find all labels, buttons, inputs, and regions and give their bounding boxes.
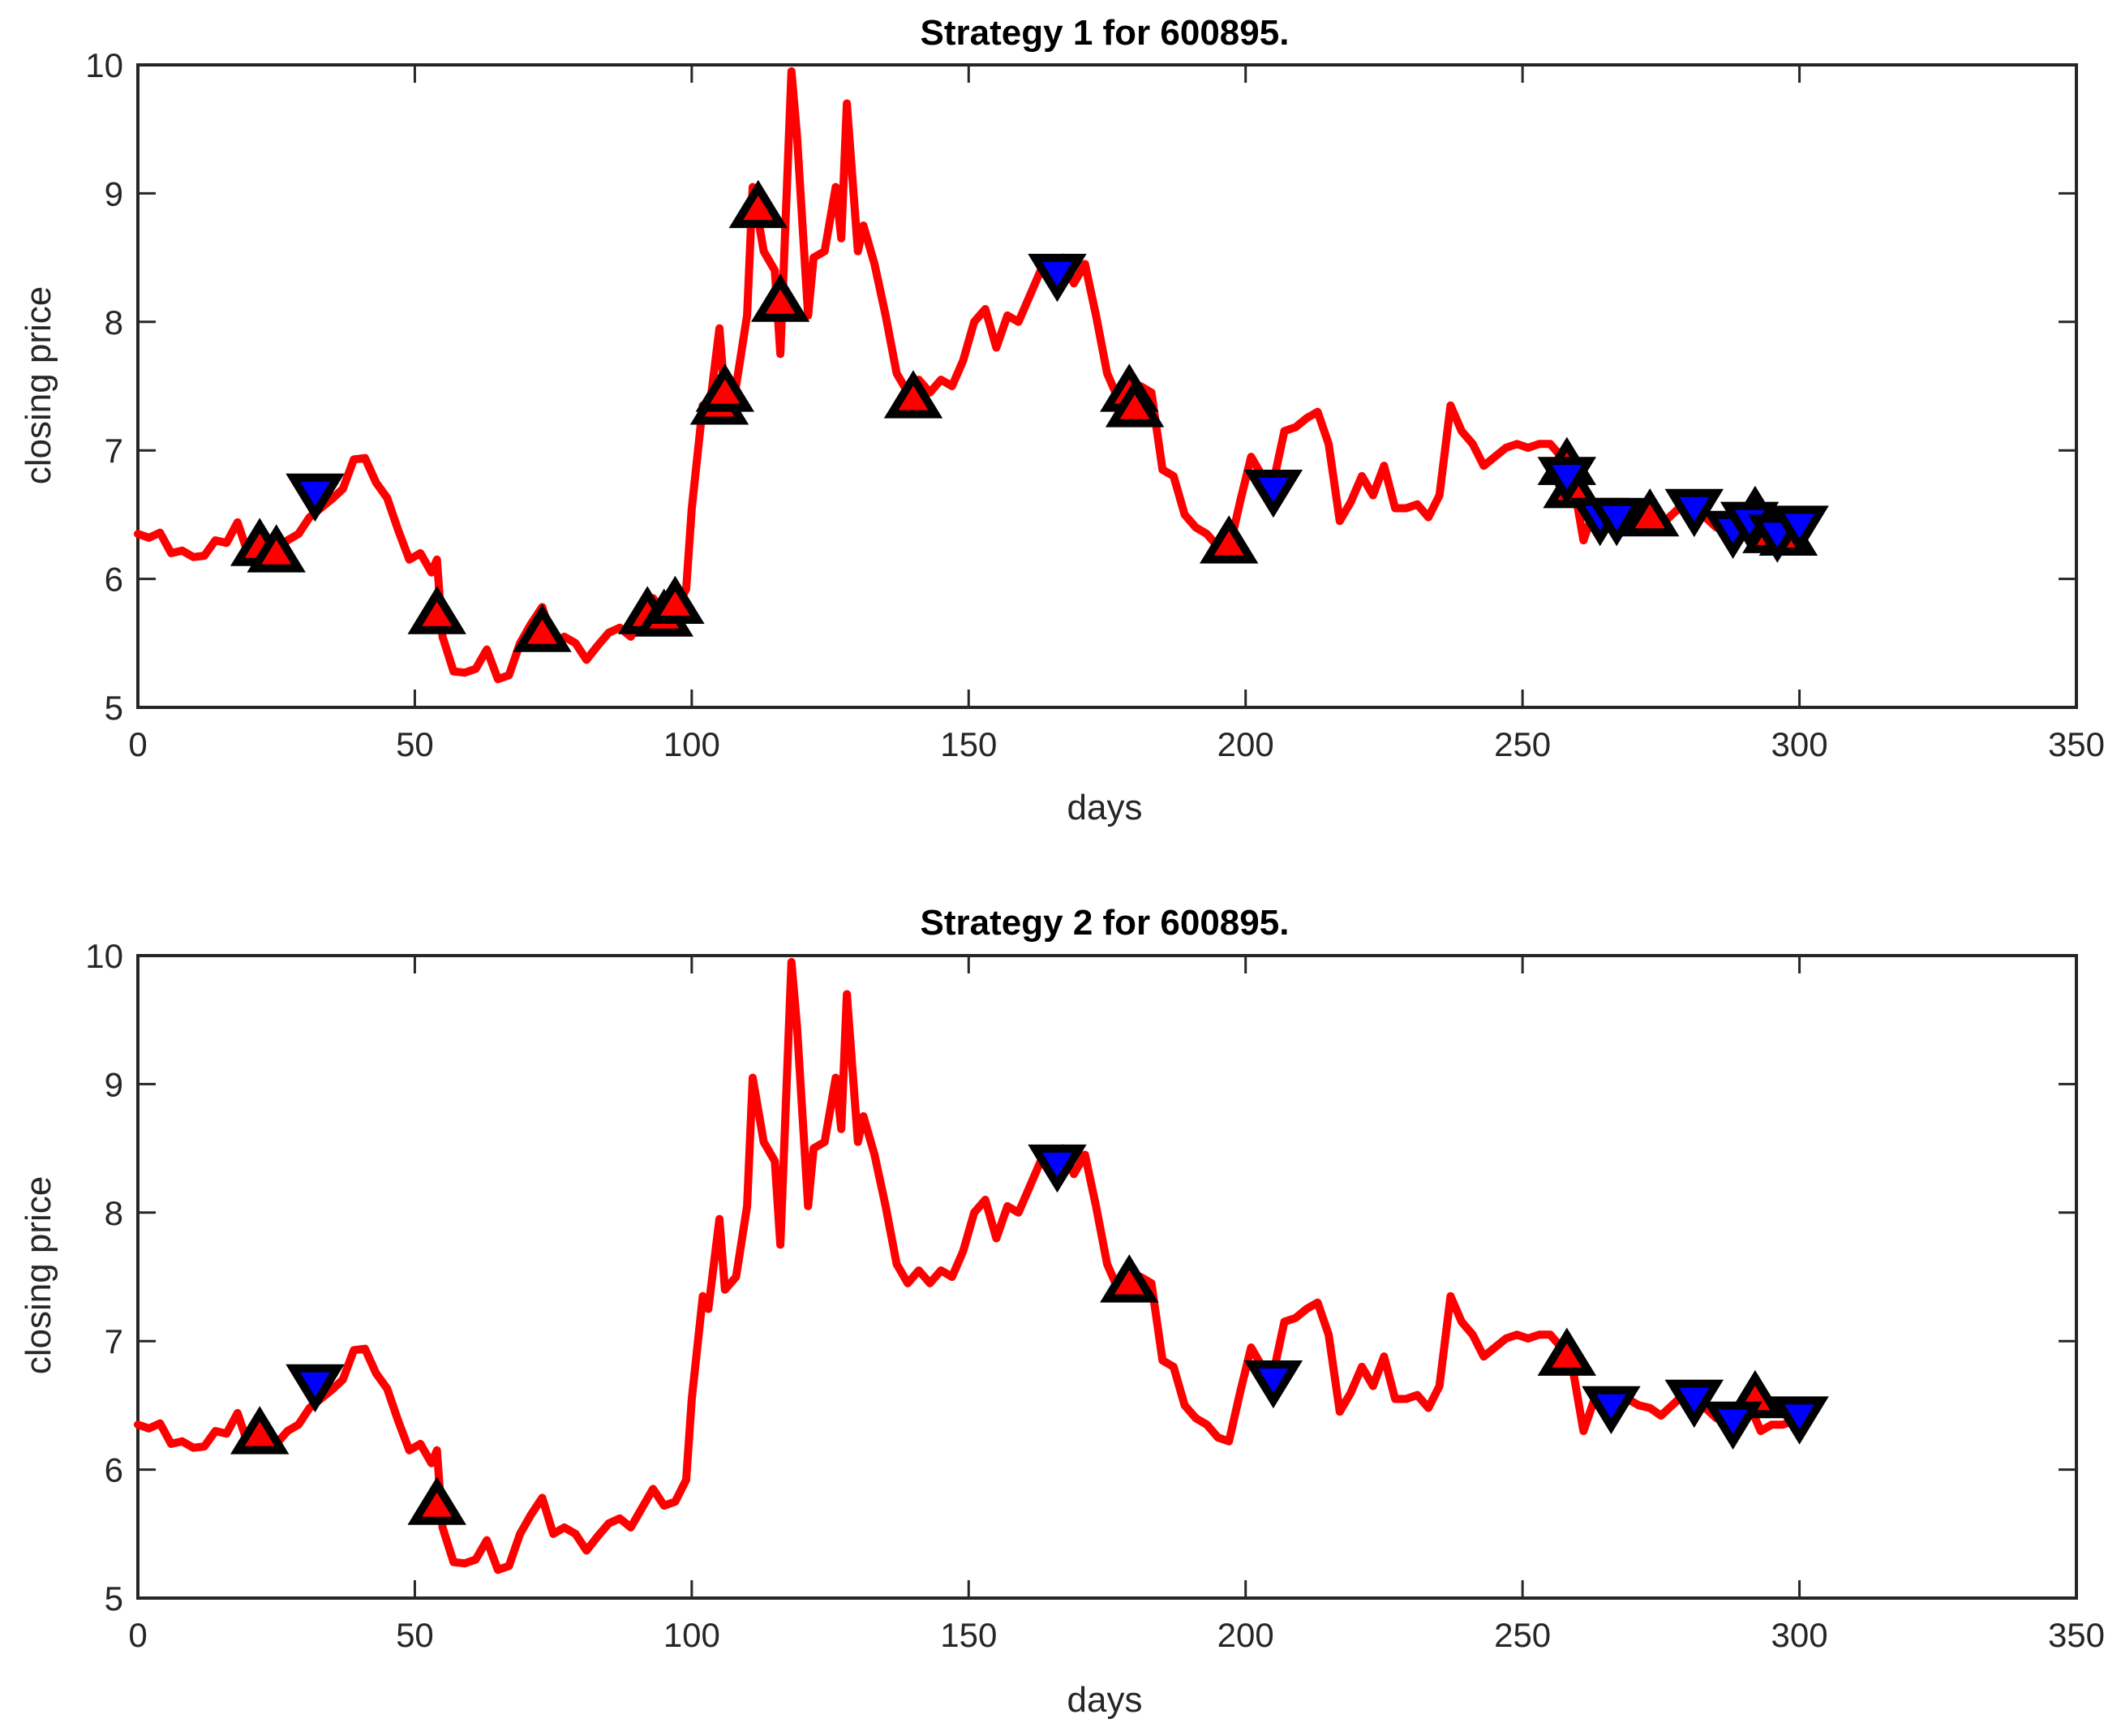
s1-buy-marker-1 (247, 524, 306, 573)
s1-ytick-label-6: 6 (105, 561, 123, 599)
s1-ytick-label-5: 5 (105, 689, 123, 727)
s1-sell-marker-10 (1770, 505, 1829, 554)
s1-ytick-label-8: 8 (105, 303, 123, 342)
s1-xtick-label-300: 300 (1771, 725, 1828, 763)
s2-sell-marker-2 (1243, 1360, 1303, 1409)
s1-xtick-label-150: 150 (940, 725, 997, 763)
s2-sell-marker-0 (286, 1364, 345, 1413)
s2-ytick-label-5: 5 (105, 1579, 123, 1618)
strategy-1-subplot: Strategy 1 for 600895. days closing pric… (19, 13, 2105, 827)
s1-xtick-label-100: 100 (663, 725, 720, 763)
s1-buy-marker-17 (1620, 488, 1680, 537)
s1-sell-marker-2 (1243, 470, 1303, 518)
s2-xtick-label-250: 250 (1494, 1616, 1551, 1654)
s1-xtick-label-250: 250 (1494, 725, 1551, 763)
s2-sell-marker-1 (1028, 1144, 1087, 1193)
s1-xtick-label-50: 50 (396, 725, 434, 763)
s1-buy-marker-11 (883, 370, 943, 419)
s2-xtick-label-200: 200 (1217, 1616, 1274, 1654)
s1-buy-marker-2 (407, 586, 466, 634)
strategy-1-xlabel: days (1067, 788, 1143, 827)
s1-xtick-label-350: 350 (2048, 725, 2105, 763)
s1-sell-marker-1 (1028, 253, 1087, 303)
s2-ytick-label-7: 7 (105, 1322, 123, 1360)
strategy-2-subplot: Strategy 2 for 600895. days closing pric… (19, 903, 2105, 1720)
s1-sell-marker-3 (1537, 457, 1597, 505)
s1-ytick-label-7: 7 (105, 432, 123, 470)
s2-price-line (134, 957, 1804, 1575)
s2-axes-box (136, 954, 2078, 1600)
s2-ytick-label-8: 8 (105, 1194, 123, 1232)
s1-price-line (134, 67, 1804, 684)
s2-xtick-label-350: 350 (2048, 1616, 2105, 1654)
strategy-1-title: Strategy 1 for 600895. (921, 13, 1290, 53)
strategy-2-ylabel: closing price (19, 1176, 58, 1375)
s2-ytick-label-6: 6 (105, 1451, 123, 1489)
s1-sell-marker-0 (286, 473, 345, 522)
s2-sell-marker-6 (1770, 1396, 1829, 1445)
s1-buy-marker-9 (728, 179, 788, 229)
s1-buy-marker-13 (1105, 379, 1165, 428)
s1-ytick-label-9: 9 (105, 174, 123, 213)
s2-xtick-label-50: 50 (396, 1616, 434, 1654)
s1-ytick-label-10: 10 (85, 46, 123, 84)
s2-buy-marker-3 (1537, 1327, 1597, 1376)
s2-buy-marker-1 (407, 1476, 466, 1525)
s2-buy-marker-0 (230, 1406, 290, 1455)
s1-xtick-label-200: 200 (1217, 725, 1274, 763)
s2-buy-marker-2 (1100, 1254, 1159, 1303)
s1-buy-marker-10 (750, 273, 810, 322)
s1-buy-marker-14 (1199, 515, 1259, 564)
s2-ytick-label-9: 9 (105, 1065, 123, 1103)
s2-xtick-label-150: 150 (940, 1616, 997, 1654)
s2-xtick-label-0: 0 (128, 1616, 147, 1654)
s1-buy-marker-6 (646, 575, 705, 624)
strategy-1-ylabel: closing price (19, 286, 58, 485)
s1-axes-box (136, 63, 2078, 709)
s2-ytick-label-10: 10 (85, 937, 123, 975)
s1-buy-marker-8 (695, 363, 755, 412)
s1-sell-marker-5 (1586, 497, 1647, 547)
s1-buy-marker-3 (513, 604, 572, 652)
s1-xtick-label-0: 0 (128, 725, 147, 763)
strategy-2-title: Strategy 2 for 600895. (921, 903, 1290, 943)
s2-xtick-label-100: 100 (663, 1616, 720, 1654)
strategy-2-xlabel: days (1067, 1680, 1143, 1720)
s2-sell-marker-3 (1582, 1386, 1641, 1434)
s2-xtick-label-300: 300 (1771, 1616, 1828, 1654)
s2-sell-marker-5 (1703, 1401, 1762, 1450)
